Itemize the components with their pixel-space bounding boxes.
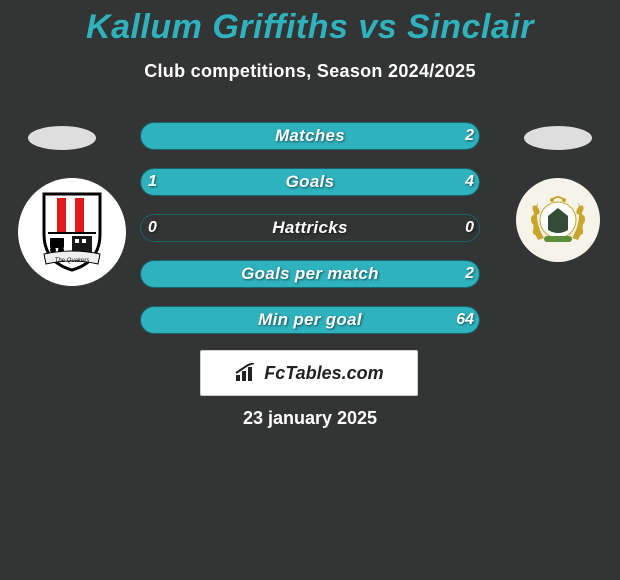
brand-text: FcTables.com: [234, 363, 383, 384]
stat-bar-track: [140, 122, 480, 150]
stat-row: Goals14: [0, 168, 620, 196]
stat-row: Goals per match2: [0, 260, 620, 288]
brand-chart-icon: [234, 363, 260, 383]
infographic-root: Kallum Griffiths vs Sinclair Club compet…: [0, 0, 620, 580]
stat-bar-right-fill: [140, 261, 479, 287]
page-title: Kallum Griffiths vs Sinclair: [0, 0, 620, 47]
brand-suffix: Tables.com: [285, 363, 383, 384]
stat-bar-right-fill: [200, 169, 479, 195]
stat-row: Hattricks00: [0, 214, 620, 242]
stat-row: Matches2: [0, 122, 620, 150]
stat-row: Min per goal64: [0, 306, 620, 334]
stat-bar-right-fill: [140, 307, 479, 333]
date-line: 23 january 2025: [0, 408, 620, 429]
stat-bar-track: [140, 260, 480, 288]
stats-area: Matches2 Goals14 Hattricks00 Goals per matc…: [0, 122, 620, 334]
stat-bar-track: [140, 214, 480, 242]
brand-prefix: Fc: [264, 363, 285, 384]
stat-bar-right-fill: [140, 123, 479, 149]
stat-bar-track: [140, 306, 480, 334]
stat-bar-left-fill: [141, 169, 202, 195]
stat-bar-track: [140, 168, 480, 196]
brand-box: FcTables.com: [200, 350, 418, 396]
page-subtitle: Club competitions, Season 2024/2025: [0, 61, 620, 82]
